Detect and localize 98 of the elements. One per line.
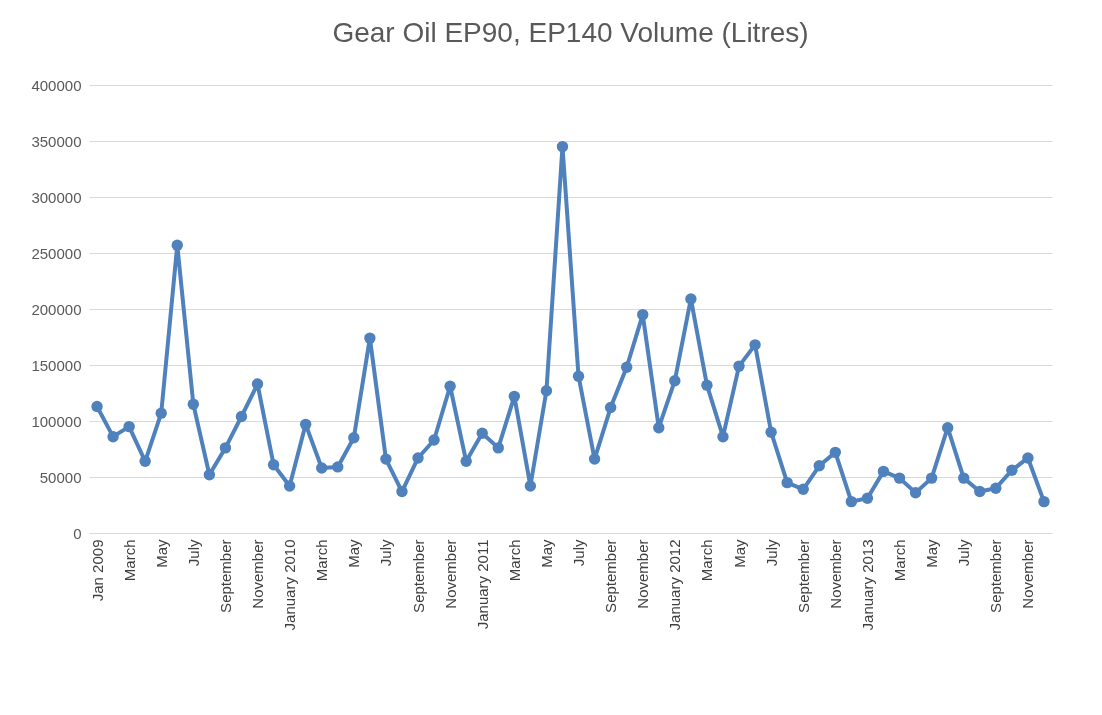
- point: [428, 434, 440, 446]
- y-tick-label: 400000: [31, 76, 82, 94]
- x-tick-label: March: [698, 539, 716, 582]
- x-tick-label: January 2013: [858, 539, 876, 631]
- x-tick-label: November: [441, 539, 459, 609]
- x-tick-label: September: [216, 539, 234, 613]
- point: [701, 379, 713, 391]
- point: [604, 401, 617, 414]
- point: [348, 432, 360, 444]
- point: [685, 293, 697, 305]
- x-tick-label: January 2010: [281, 539, 299, 631]
- point: [1006, 464, 1018, 476]
- point: [396, 485, 408, 498]
- y-tick-label: 50000: [39, 468, 82, 486]
- point: [364, 332, 376, 344]
- x-tick-label: September: [987, 539, 1005, 613]
- point: [893, 472, 906, 484]
- x-tick-label: July: [955, 539, 973, 567]
- y-tick-label: 0: [73, 524, 82, 542]
- point: [556, 140, 569, 153]
- point: [669, 374, 681, 387]
- point: [845, 495, 858, 508]
- x-tick-label: May: [923, 539, 941, 568]
- point: [332, 461, 344, 473]
- point: [171, 239, 183, 251]
- x-tick-label: September: [602, 539, 620, 613]
- y-tick-label: 250000: [31, 244, 82, 262]
- point: [412, 452, 424, 464]
- point: [267, 458, 280, 471]
- point: [749, 339, 761, 351]
- point: [123, 420, 135, 433]
- point: [1022, 452, 1034, 464]
- point: [155, 407, 167, 419]
- point: [797, 483, 809, 496]
- point: [219, 442, 232, 454]
- point: [588, 453, 601, 465]
- x-tick-label: May: [537, 539, 555, 568]
- point: [540, 385, 553, 397]
- point: [958, 472, 970, 484]
- x-tick-label: Jan 2009: [88, 539, 106, 602]
- point: [925, 472, 938, 484]
- point: [861, 492, 874, 504]
- point: [235, 410, 248, 423]
- x-tick-label: May: [345, 539, 363, 568]
- x-tick-label: November: [634, 539, 652, 609]
- point: [444, 380, 456, 392]
- y-tick-label: 100000: [31, 412, 82, 430]
- point: [637, 308, 649, 321]
- point: [765, 426, 777, 438]
- x-tick-label: May: [152, 539, 170, 568]
- point: [316, 462, 328, 474]
- point: [877, 465, 890, 478]
- point: [203, 469, 216, 481]
- chart-title: Gear Oil EP90, EP140 Volume (Litres): [332, 17, 809, 48]
- point: [829, 446, 842, 459]
- y-tick-label: 300000: [31, 188, 82, 206]
- y-tick-label: 150000: [31, 356, 82, 374]
- point: [299, 418, 312, 431]
- y-tick-label: 350000: [31, 132, 82, 150]
- x-tick-label: July: [762, 539, 780, 567]
- x-tick-label: July: [184, 539, 202, 567]
- point: [460, 455, 472, 468]
- x-tick-label: September: [409, 539, 427, 613]
- x-tick-label: July: [377, 539, 395, 567]
- x-tick-label: March: [891, 539, 909, 582]
- point: [990, 482, 1002, 494]
- point: [107, 430, 119, 443]
- x-tick-label: May: [730, 539, 748, 568]
- x-tick-label: September: [794, 539, 812, 613]
- x-tick-label: March: [120, 539, 138, 582]
- point: [187, 398, 200, 410]
- x-tick-label: November: [1019, 539, 1037, 609]
- point: [492, 442, 504, 454]
- point: [508, 390, 521, 403]
- point: [781, 476, 793, 489]
- point: [251, 378, 264, 390]
- x-tick-label: January 2012: [666, 539, 684, 631]
- point: [139, 455, 151, 468]
- point: [653, 422, 665, 434]
- x-tick-label: July: [570, 539, 588, 567]
- point: [283, 480, 296, 492]
- point: [620, 361, 633, 373]
- point: [974, 485, 986, 498]
- point: [813, 460, 825, 472]
- point: [572, 370, 585, 382]
- point: [909, 486, 922, 499]
- point: [733, 360, 745, 372]
- point: [91, 400, 103, 413]
- point: [524, 480, 537, 492]
- y-tick-label: 200000: [31, 300, 82, 318]
- point: [380, 453, 392, 465]
- x-tick-label: March: [505, 539, 523, 582]
- point: [476, 427, 488, 440]
- x-tick-label: November: [249, 539, 267, 609]
- point: [1038, 495, 1050, 508]
- x-tick-label: March: [313, 539, 331, 582]
- x-tick-label: January 2011: [473, 539, 491, 630]
- x-tick-label: November: [826, 539, 844, 609]
